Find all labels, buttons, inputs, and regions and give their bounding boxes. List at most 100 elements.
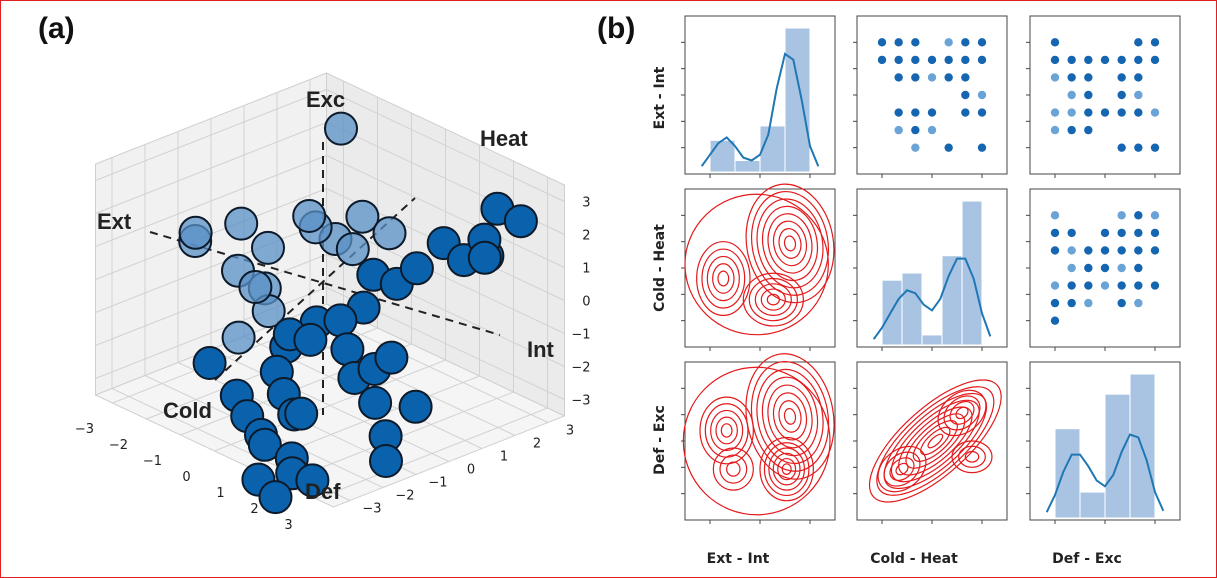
histogram-bar: [784, 27, 811, 173]
pair-scatter-point: [1150, 143, 1160, 152]
kde-contour: [742, 272, 804, 327]
pair-scatter-point: [1067, 55, 1076, 65]
pair-scatter-point: [977, 108, 987, 117]
pair-scatter-point: [1150, 246, 1160, 255]
kde-contour: [877, 445, 927, 493]
kde-contour: [712, 447, 754, 491]
kde-contour: [772, 452, 801, 486]
kde-contour: [760, 288, 786, 311]
pair-scatter-point: [1100, 281, 1110, 290]
pair-xlabel-1: Cold - Heat: [870, 551, 958, 567]
pair-scatter-point: [927, 125, 937, 135]
grid-line: [95, 122, 327, 214]
histogram-bar: [881, 279, 903, 346]
kde-contour: [710, 409, 744, 452]
z-tick-label: −2: [571, 361, 590, 376]
x-tick-label: 0: [182, 470, 190, 485]
pair-scatter-point: [894, 38, 903, 47]
pair-scatter-point: [1134, 38, 1143, 47]
kde-contour: [912, 420, 958, 462]
grid-line: [95, 89, 327, 181]
pair-scatter-point: [1117, 90, 1126, 100]
pair-scatter-point: [1067, 246, 1076, 255]
y-tick-label: 2: [533, 437, 541, 452]
axis-label-int: Int: [527, 337, 555, 362]
pair-scatter-point: [1150, 108, 1160, 117]
pair-scatter-point: [961, 90, 970, 100]
pair-scatter-point: [911, 38, 920, 47]
scatter-point: [251, 230, 285, 265]
scatter-point: [258, 480, 293, 515]
scatter-point: [324, 111, 358, 146]
y-tick-label: −2: [395, 489, 414, 504]
kde-contour: [766, 293, 780, 306]
kde-contour: [767, 213, 813, 274]
pair-scatter-point: [1050, 211, 1060, 220]
scatter-point: [284, 396, 319, 431]
axis-label-def: Def: [305, 479, 341, 504]
cell-border: [684, 188, 836, 348]
pair-scatter-point: [977, 38, 987, 47]
x-tick-label: −1: [143, 454, 162, 469]
pair-cell-0-0: [681, 15, 836, 178]
kde-contour: [768, 447, 806, 491]
grid-line: [95, 155, 327, 247]
histogram-bar: [901, 272, 923, 346]
panel-a-3d-scatter: (a) −3 −2 −1 0 1 2 3 3 2 1 0 −1 −2 −3 3 2 1 0 −1 −2 −3 Exc H…: [38, 12, 591, 533]
kde-contour: [748, 277, 798, 322]
pair-scatter-point: [877, 55, 887, 65]
pair-scatter-point: [1150, 38, 1160, 47]
pair-scatter-point: [1050, 228, 1060, 238]
scatter-point: [358, 385, 393, 420]
pair-scatter-point: [1134, 246, 1143, 255]
pair-scatter-point: [1100, 263, 1110, 273]
kde-contour: [682, 366, 831, 516]
pair-scatter-point: [911, 55, 920, 65]
kde-contour: [756, 198, 824, 289]
x-tick-label: 1: [216, 486, 224, 501]
scatter-point: [221, 320, 256, 355]
pair-scatter-point: [1084, 108, 1093, 117]
pair-scatter-point: [894, 55, 903, 65]
pair-scatter-point: [1084, 246, 1093, 255]
pair-scatter-point: [911, 125, 920, 135]
pair-scatter-point: [1117, 211, 1126, 220]
pair-scatter-point: [1050, 298, 1060, 308]
kde-contour: [720, 423, 733, 438]
pair-cell-1-2: [1026, 188, 1181, 351]
scatter-point: [293, 322, 328, 357]
kde-contour: [696, 241, 751, 316]
scatter-point: [467, 240, 502, 275]
kde-contour: [783, 235, 797, 252]
grid-line: [326, 89, 565, 202]
cell-border: [856, 361, 1008, 521]
kde-contour: [951, 440, 993, 474]
kde-line: [872, 257, 992, 340]
pair-scatter-point: [1100, 55, 1110, 65]
pair-scatter-point: [944, 38, 953, 47]
pair-scatter-point: [1084, 281, 1093, 290]
pair-scatter-point: [1067, 73, 1076, 82]
scatter-point: [247, 427, 282, 462]
kde-contour: [943, 395, 981, 431]
pair-cell-1-1: [853, 188, 1008, 351]
x-tick-label: 3: [284, 518, 292, 533]
pair-scatter-point: [927, 73, 937, 82]
pair-scatter-point: [961, 38, 970, 47]
pair-scatter-point: [1117, 228, 1126, 238]
pair-scatter-point: [1067, 228, 1076, 238]
pair-scatter-point: [1084, 125, 1093, 135]
pair-scatter-point: [1117, 143, 1126, 152]
pair-scatter-point: [1134, 55, 1143, 65]
pair-scatter-point: [1150, 55, 1160, 65]
pair-scatter-point: [1150, 281, 1160, 290]
pair-scatter-point: [1050, 125, 1060, 135]
histogram-bar: [1054, 428, 1081, 519]
pair-scatter-point: [944, 55, 953, 65]
kde-contour: [955, 406, 969, 420]
pair-scatter-point: [1067, 298, 1076, 308]
panel-a-markers: [178, 111, 538, 515]
pair-scatter-point: [1117, 298, 1126, 308]
pair-scatter-point: [1150, 211, 1160, 220]
pair-scatter-point: [1084, 298, 1093, 308]
